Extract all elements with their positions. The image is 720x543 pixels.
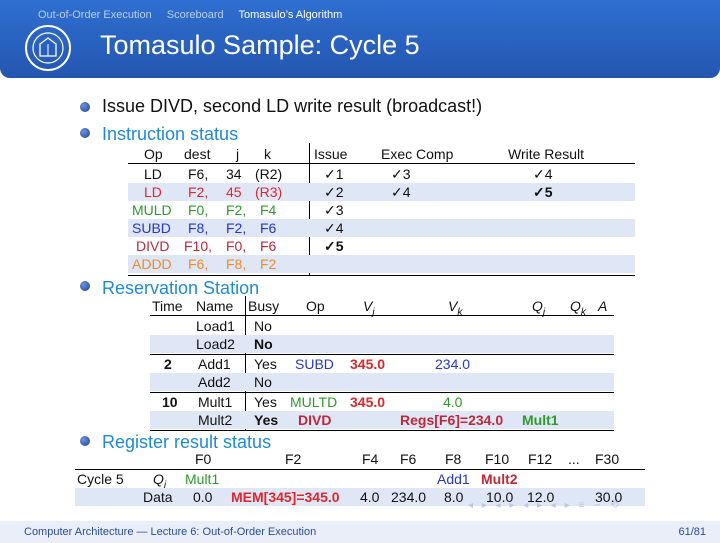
reservation-station-table: Time Name Busy Op Vj Vk Qj Qk A Load1 No… <box>150 296 614 431</box>
header-j: j <box>236 146 240 162</box>
table-row: 10 Mult1 Yes MULTD 345.0 4.0 <box>162 394 463 410</box>
table-header: Op dest j k Issue Exec Comp Write Result <box>128 145 635 163</box>
table-header: F0 F2 F4 F6 F8 F10 F12 ... F30 <box>195 451 620 467</box>
nav-tomasulo[interactable]: Tomasulo’s Algorithm <box>238 9 343 21</box>
header-dest: dest <box>184 146 211 162</box>
table-row: Mult2 Yes DIVD Regs[F6]=234.0 Mult1 <box>150 411 614 429</box>
register-result-table: F0 F2 F4 F6 F8 F10 F12 ... F30 Cycle 5 Q… <box>75 450 645 508</box>
footer-lecture: Computer Architecture — Lecture 6: Out-o… <box>24 526 317 538</box>
header-op: Op <box>144 146 163 162</box>
header-exec-comp: Exec Comp <box>381 146 454 162</box>
table-row: SUBD F8, F2, F6 ✓4 <box>128 219 635 237</box>
section-register-result-status: Register result status <box>102 432 272 452</box>
header-k: k <box>264 146 271 162</box>
bullet-icon <box>80 436 90 446</box>
instruction-status-table: Op dest j k Issue Exec Comp Write Result… <box>128 143 635 276</box>
section-reservation-station: Reservation Station <box>102 278 260 298</box>
bullet-issue: Issue DIVD, second LD write result (broa… <box>102 96 483 116</box>
header-issue: Issue <box>314 146 348 162</box>
bullet-icon <box>80 281 90 291</box>
bullet-icon <box>80 128 90 138</box>
table-row: Add2 No <box>150 373 614 391</box>
table-row: Cycle 5 Qi Mult1 Add1 Mult2 <box>77 471 518 491</box>
table-row: Data 0.0 MEM[345]=345.0 4.0 234.0 8.0 10… <box>75 488 645 506</box>
table-row: 2 Add1 Yes SUBD 345.0 234.0 <box>164 356 471 372</box>
table-row: LD F2, 45 (R3) ✓2 ✓4 ✓5 <box>128 183 635 201</box>
nav-scoreboard[interactable]: Scoreboard <box>166 9 224 21</box>
university-seal-icon <box>25 25 71 71</box>
table-row: MULD F0, F2, F4 ✓3 <box>132 202 344 218</box>
section-instruction-status: Instruction status <box>102 124 239 144</box>
table-row: Load2 No <box>150 335 614 353</box>
table-header: Time Name Busy Op Vj Vk Qj Qk A <box>152 298 608 318</box>
page-title: Tomasulo Sample: Cycle 5 <box>100 30 420 60</box>
breadcrumb: Out-of-Order Execution Scoreboard Tomasu… <box>38 9 354 21</box>
slide-navigation-icons[interactable]: ◂ ▸ ◂ ▸ ◂ ▸ ◂ ▸ ≡ ∽ ⟲ <box>468 500 622 511</box>
table-row: ADDD F6, F8, F2 <box>128 255 635 273</box>
header-write-result: Write Result <box>508 146 584 162</box>
footer: Computer Architecture — Lecture 6: Out-o… <box>0 521 720 543</box>
bullet-icon <box>80 102 90 112</box>
table-row: LD F6, 34 (R2) ✓1 ✓3 ✓4 <box>144 166 553 182</box>
table-row: Load1 No <box>196 318 272 334</box>
title-bar: Out-of-Order Execution Scoreboard Tomasu… <box>0 0 720 78</box>
table-row: DIVD F10, F0, F6 ✓5 <box>136 238 344 254</box>
nav-out-of-order[interactable]: Out-of-Order Execution <box>38 9 152 21</box>
page-number: 61/81 <box>678 526 706 538</box>
